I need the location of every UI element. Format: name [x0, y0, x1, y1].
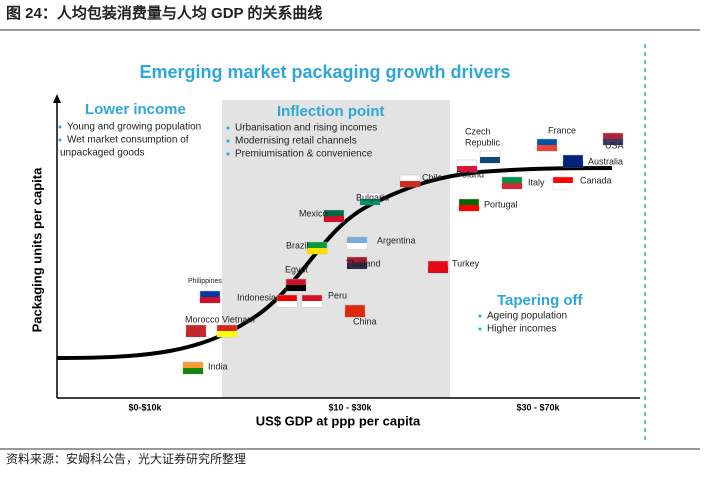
x-region-label: $30 - $70k — [516, 402, 560, 412]
y-axis-label: Packaging units per capita — [29, 167, 44, 332]
country-label: China — [353, 316, 377, 326]
flag-stripe — [200, 297, 220, 303]
flag-stripe — [324, 216, 344, 222]
country-label: Czech — [465, 126, 491, 136]
bullet-dot — [478, 327, 482, 331]
country-label: Turkey — [452, 258, 480, 268]
flag-stripe — [537, 145, 557, 151]
bullet-dot — [226, 139, 230, 143]
country-label: Argentina — [377, 235, 416, 245]
bullet-dot — [58, 138, 62, 142]
flag-stripe — [428, 267, 448, 273]
flag-stripe — [563, 161, 583, 167]
country-label: Indonesia — [237, 292, 276, 302]
bullet-text: Modernising retail channels — [235, 136, 357, 147]
country-label: France — [548, 125, 576, 135]
country-label: Chile — [422, 172, 443, 182]
country-label: Philippines — [188, 278, 222, 285]
bullet-dot — [226, 126, 230, 130]
country-label: Vietnam — [222, 314, 255, 324]
flag-stripe — [347, 263, 367, 269]
flag-stripe — [186, 331, 206, 337]
flag-stripe — [286, 285, 306, 291]
flag-stripe — [480, 157, 500, 163]
x-region-label: $0-$10k — [128, 402, 162, 412]
bullet-text: unpackaged goods — [60, 148, 145, 159]
flag-stripe — [347, 243, 367, 249]
country-label: Thailand — [346, 258, 381, 268]
country-label: Australia — [588, 156, 623, 166]
country-label: Poland — [456, 169, 484, 179]
country-label: Canada — [580, 175, 612, 185]
country-label: India — [208, 361, 228, 371]
country-label: Bulgaria — [356, 192, 389, 202]
x-region-label: $10 - $30k — [328, 402, 372, 412]
country-label: Italy — [528, 177, 545, 187]
x-axis-label: US$ GDP at ppp per capita — [256, 413, 421, 428]
country-label: Egypt — [285, 264, 309, 274]
flag-stripe — [603, 139, 623, 145]
section-title: Lower income — [85, 101, 186, 118]
bullet-dot — [478, 314, 482, 318]
flag-stripe — [277, 301, 297, 307]
flag-stripe — [457, 166, 477, 172]
bullet-text: Wet market consumption of — [67, 135, 189, 146]
flag-stripe — [400, 181, 420, 187]
country-label: Brazil — [286, 240, 309, 250]
flag-stripe — [307, 248, 327, 254]
flag-stripe — [360, 199, 380, 205]
flag-stripe — [217, 331, 237, 337]
country-label: Republic — [465, 137, 501, 147]
inflection-band — [222, 100, 450, 398]
country-label: Morocco — [185, 314, 220, 324]
bullet-dot — [58, 125, 62, 129]
y-arrow — [53, 94, 61, 103]
country-label: Portugal — [484, 199, 518, 209]
figure-title: 图 24：人均包装消费量与人均 GDP 的关系曲线 — [6, 4, 322, 22]
bullet-text: Ageing population — [487, 311, 567, 322]
chart-title: Emerging market packaging growth drivers — [139, 62, 510, 82]
bullet-text: Urbanisation and rising incomes — [235, 123, 377, 134]
s-curve — [56, 166, 613, 360]
bullet-text: Premiumisation & convenience — [235, 149, 373, 160]
bullet-dot — [226, 152, 230, 156]
bullet-text: Young and growing population — [67, 122, 201, 133]
flag-stripe — [345, 311, 365, 317]
flag-stripe — [302, 301, 322, 307]
flag-stripe — [553, 183, 573, 189]
country-label: Mexico — [299, 208, 328, 218]
flag-stripe — [502, 183, 522, 189]
section-title: Tapering off — [497, 292, 584, 309]
country-label: Peru — [328, 290, 347, 300]
flag-stripe — [459, 205, 479, 211]
country-label: USA — [605, 140, 624, 150]
source: 资料来源：安姆科公告，光大证券研究所整理 — [6, 451, 246, 466]
bullet-text: Higher incomes — [487, 324, 556, 335]
flag-stripe — [183, 368, 203, 374]
section-title: Inflection point — [277, 103, 384, 120]
